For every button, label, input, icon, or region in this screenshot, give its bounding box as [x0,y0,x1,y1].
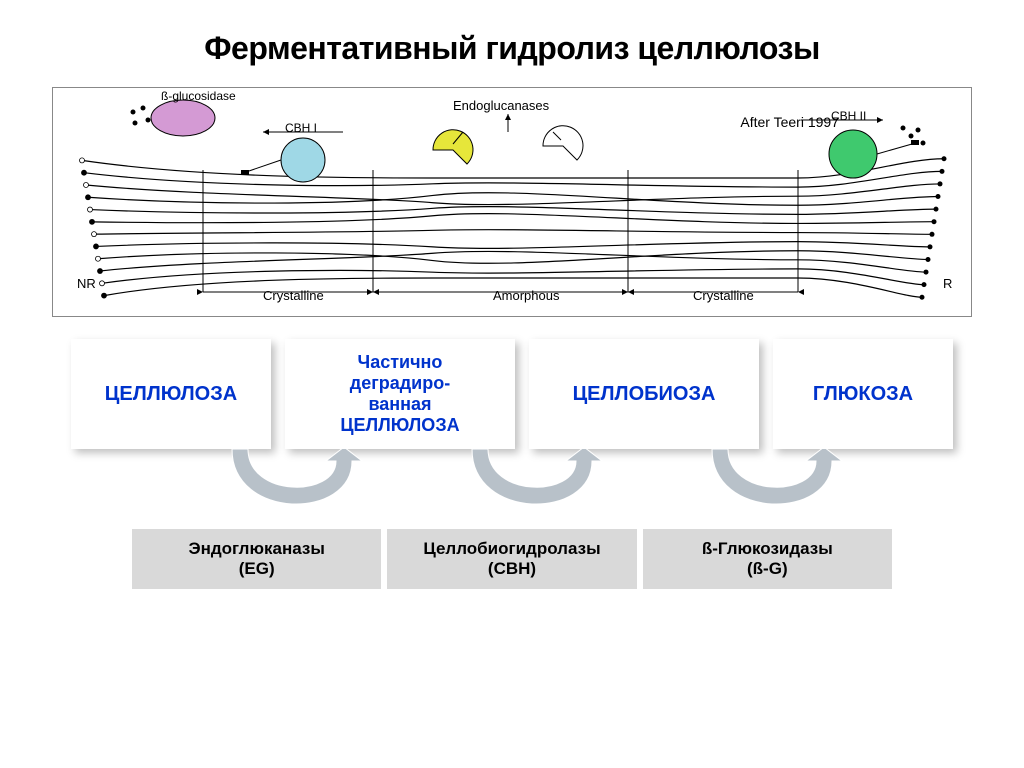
stage-label: ЦЕЛЛЮЛОЗА [105,383,237,406]
svg-text:NR: NR [77,276,96,291]
enzyme-box-0: Эндоглюканазы(EG) [132,529,383,589]
enzyme-label: ß-Глюкозидазы(ß-G) [702,539,833,578]
stage-label: Частичнодеградиро-ваннаяЦЕЛЛЮЛОЗА [340,352,459,436]
attribution: After Teeri 1997 [740,114,839,130]
process-arrow-2 [712,449,842,504]
stage-box-1: Частичнодеградиро-ваннаяЦЕЛЛЮЛОЗА [285,339,515,449]
svg-text:CBH I: CBH I [285,121,317,135]
svg-text:Crystalline: Crystalline [263,288,324,303]
svg-text:ß-glucosidase: ß-glucosidase [161,89,236,103]
enzyme-label: Целлобиогидролазы(CBH) [423,539,600,578]
svg-text:Crystalline: Crystalline [693,288,754,303]
stage-label: ГЛЮКОЗА [813,383,913,406]
enzyme-box-1: Целлобиогидролазы(CBH) [387,529,638,589]
stage-box-3: ГЛЮКОЗА [773,339,953,449]
process-arrows-row [52,449,972,529]
enzyme-box-2: ß-Глюкозидазы(ß-G) [643,529,892,589]
stage-label: ЦЕЛЛОБИОЗА [573,383,716,406]
enzymes-row: Эндоглюканазы(EG) Целлобиогидролазы(CBH) ß… [132,529,892,589]
process-arrow-1 [472,449,602,504]
process-arrow-0 [232,449,362,504]
enzyme-label: Эндоглюканазы(EG) [188,539,324,578]
svg-text:Endoglucanases: Endoglucanases [453,98,550,113]
arrows-svg [52,449,972,529]
svg-text:Amorphous: Amorphous [493,288,560,303]
stage-box-0: ЦЕЛЛЮЛОЗА [71,339,271,449]
main-title: Ферментативный гидролиз целлюлозы [0,0,1024,87]
stage-box-2: ЦЕЛЛОБИОЗА [529,339,759,449]
fiber-diagram: ß-glucosidaseCBH IEndoglucanasesCBH IINR… [52,87,972,317]
stages-row: ЦЕЛЛЮЛОЗА Частичнодеградиро-ваннаяЦЕЛЛЮЛО… [52,339,972,449]
svg-text:R: R [943,276,952,291]
